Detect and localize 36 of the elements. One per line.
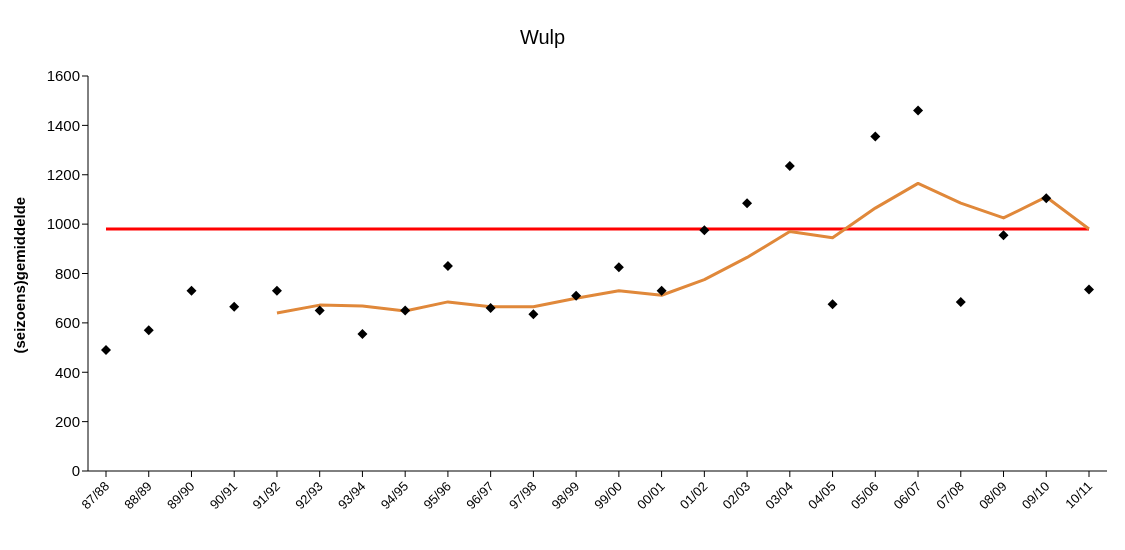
point <box>442 261 453 272</box>
point <box>400 305 411 316</box>
point <box>699 225 710 236</box>
y-tick-label: 800 <box>54 264 80 282</box>
point <box>870 131 881 142</box>
point <box>101 345 111 356</box>
point <box>742 198 753 209</box>
point <box>913 105 924 116</box>
point <box>955 296 966 307</box>
point <box>314 305 325 316</box>
y-tick-label: 1600 <box>46 67 80 85</box>
y-tick-label: 1000 <box>46 215 80 233</box>
y-tick-label: 1400 <box>46 116 80 134</box>
point <box>613 262 624 273</box>
y-tick-label: 1200 <box>46 166 80 184</box>
point <box>357 328 368 339</box>
line-series <box>275 181 1091 315</box>
point <box>528 309 539 320</box>
point <box>827 299 838 310</box>
point <box>998 230 1009 241</box>
point <box>229 301 240 312</box>
point <box>186 285 197 296</box>
y-tick-label: 600 <box>54 314 80 332</box>
point <box>571 290 582 301</box>
y-tick-label: 400 <box>54 363 80 381</box>
point <box>1041 193 1052 204</box>
y-axis-title: (seizoens)gemiddelde <box>11 196 29 354</box>
point <box>271 285 282 296</box>
chart-title: Wulp <box>518 26 567 49</box>
point <box>1084 284 1094 295</box>
point <box>656 285 667 296</box>
point <box>143 325 154 336</box>
y-tick-label: 0 <box>71 462 80 480</box>
y-tick-label: 200 <box>54 412 80 430</box>
point <box>485 303 496 314</box>
point <box>784 161 795 172</box>
